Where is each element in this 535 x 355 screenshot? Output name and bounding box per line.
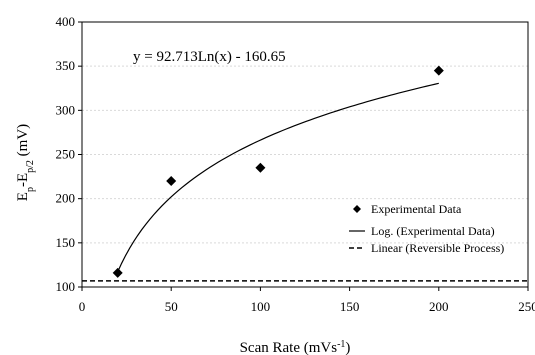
y-tick-label-400: 400: [56, 14, 76, 29]
y-tick-label-300: 300: [56, 102, 76, 117]
y-axis-title-minus-e: -E: [15, 173, 31, 187]
y-tick-label-100: 100: [56, 279, 76, 294]
y-axis-title-unit: (mV): [15, 124, 31, 160]
data-point-2: [255, 162, 266, 173]
y-axis-title-sub-p: p: [25, 187, 36, 192]
x-tick-label-100: 100: [251, 299, 271, 314]
x-tick-label-0: 0: [79, 299, 86, 314]
x-tick-label-50: 50: [165, 299, 178, 314]
data-point-3: [433, 65, 444, 76]
x-axis-title-close: ): [345, 340, 350, 355]
x-axis-title-sup: -1: [337, 339, 345, 350]
data-point-0: [112, 267, 123, 278]
regression-equation: y = 92.713Ln(x) - 160.65: [133, 49, 286, 65]
x-tick-label-200: 200: [429, 299, 449, 314]
legend-label-linear: Linear (Reversible Process): [371, 241, 504, 255]
legend-marker-experimental: [353, 205, 361, 213]
series-layer: [82, 65, 528, 282]
y-axis-title: Ep-Ep/2 (mV): [15, 124, 36, 201]
data-point-1: [166, 176, 177, 186]
y-tick-label-250: 250: [56, 147, 76, 162]
y-tick-label-350: 350: [56, 58, 76, 73]
y-axis-title-sub-p2: p/2: [25, 160, 36, 173]
x-tick-label-150: 150: [340, 299, 360, 314]
y-tick-label-150: 150: [56, 235, 76, 250]
legend-label-experimental: Experimental Data: [371, 202, 462, 216]
legend: Experimental Data Log. (Experimental Dat…: [349, 202, 504, 255]
x-tick-label-250: 250: [518, 299, 535, 314]
y-tick-label-200: 200: [56, 191, 76, 206]
log-fit-curve: [117, 82, 439, 273]
grid-lines: [82, 65, 528, 244]
x-axis-title-main: Scan Rate (mVs: [240, 340, 338, 355]
y-axis-title-e: E: [15, 192, 31, 201]
y-axis-ticks: 100 150 200 250 300 350 400: [56, 14, 82, 294]
legend-label-log: Log. (Experimental Data): [371, 224, 495, 238]
x-axis-ticks: 0 50 100 150 200 250: [79, 287, 535, 314]
x-axis-title: Scan Rate (mVs-1): [240, 339, 351, 355]
